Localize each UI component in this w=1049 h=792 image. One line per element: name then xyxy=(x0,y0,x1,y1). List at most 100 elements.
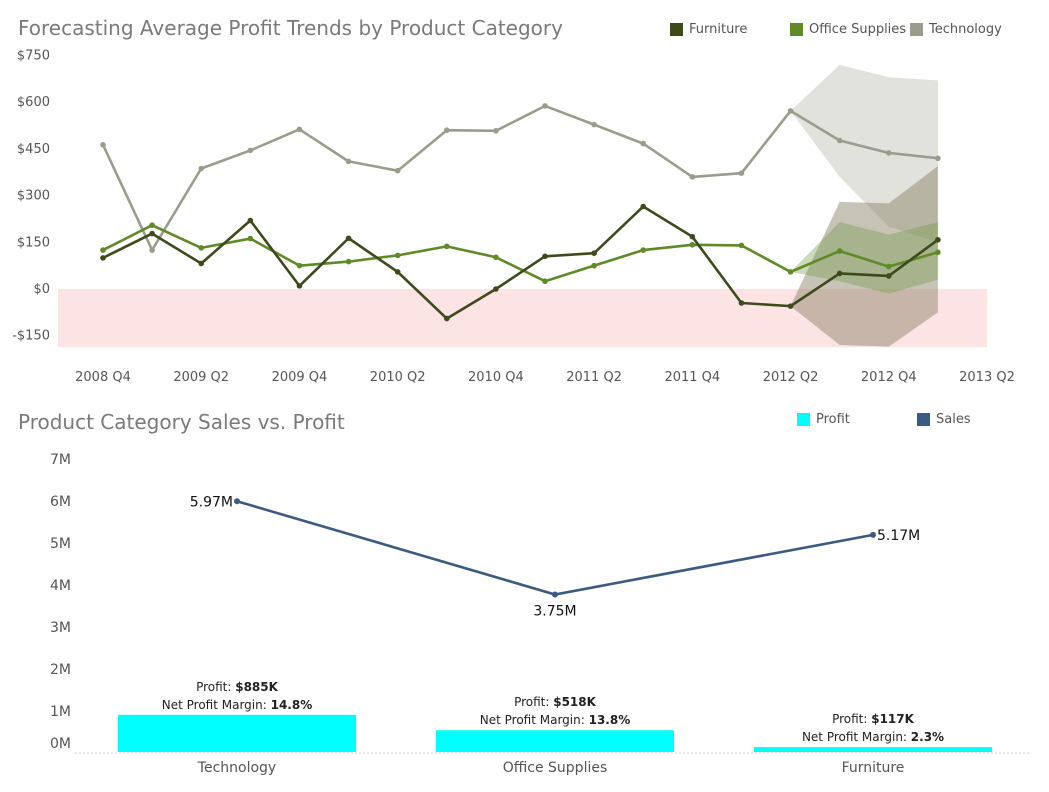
profit-value-label: Profit: $117K xyxy=(832,712,915,726)
point-furniture xyxy=(689,233,696,240)
point-technology xyxy=(542,103,548,109)
point-technology xyxy=(689,174,696,180)
point-office-supplies xyxy=(591,262,597,269)
sales-data-label: 3.75M xyxy=(533,604,576,620)
category-label: Furniture xyxy=(842,760,905,776)
y-tick-label: $300 xyxy=(17,189,50,204)
legend-item-technology: Technology xyxy=(910,22,1002,37)
point-office-supplies xyxy=(542,278,548,285)
point-office-supplies xyxy=(100,247,106,253)
point-technology xyxy=(885,150,892,156)
legend-item-profit: Profit xyxy=(797,412,850,427)
point-office-supplies xyxy=(149,222,155,228)
point-technology xyxy=(296,126,303,133)
point-office-supplies xyxy=(738,242,745,249)
x-tick-label: 2013 Q2 xyxy=(959,370,1015,385)
legend-label-furniture: Furniture xyxy=(689,22,748,37)
point-technology xyxy=(935,155,941,162)
x-tick-label: 2008 Q4 xyxy=(75,370,131,385)
sales-data-label: 5.97M xyxy=(190,494,233,510)
point-office-supplies xyxy=(198,245,205,251)
point-furniture xyxy=(542,253,548,260)
point-technology xyxy=(836,137,843,144)
category-label: Office Supplies xyxy=(503,760,608,776)
legend-label-sales: Sales xyxy=(936,412,971,427)
point-furniture xyxy=(296,283,303,289)
series-line-office-supplies xyxy=(102,223,939,283)
y-tick-label: -$150 xyxy=(12,329,50,344)
point-office-supplies xyxy=(394,252,401,259)
point-furniture xyxy=(640,203,647,210)
legend-label-technology: Technology xyxy=(929,22,1002,37)
point-technology xyxy=(443,127,450,134)
x-tick-label: 2012 Q2 xyxy=(763,370,819,385)
point-furniture xyxy=(738,300,745,306)
point-office-supplies xyxy=(885,263,892,270)
y-tick-label: 4M xyxy=(50,578,71,594)
profit-bar-office-supplies xyxy=(436,730,674,752)
point-technology xyxy=(394,167,401,174)
y-tick-label: $450 xyxy=(17,142,50,157)
sales-point-technology xyxy=(234,498,240,505)
sales-point-office-supplies xyxy=(552,591,558,598)
net-profit-margin-label: Net Profit Margin: 13.8% xyxy=(480,713,630,727)
legend-item-furniture: Furniture xyxy=(670,22,747,37)
point-technology xyxy=(198,165,205,172)
point-office-supplies xyxy=(493,254,499,261)
x-tick-label: 2009 Q2 xyxy=(173,370,229,385)
sales-data-label: 5.17M xyxy=(877,528,920,544)
legend-item-sales: Sales xyxy=(917,412,971,427)
forecast-band-furniture xyxy=(790,166,938,347)
y-tick-label: 5M xyxy=(50,536,71,552)
point-technology xyxy=(640,140,647,147)
y-tick-label: 2M xyxy=(50,662,71,678)
legend-item-office-supplies: Office Supplies xyxy=(790,22,906,37)
point-technology xyxy=(247,147,254,154)
point-office-supplies xyxy=(296,262,303,269)
y-tick-label: 7M xyxy=(50,452,71,468)
profit-bar-furniture xyxy=(754,747,992,752)
point-furniture xyxy=(836,270,843,277)
point-furniture xyxy=(100,255,106,261)
legend-label-profit: Profit xyxy=(816,412,850,427)
legend-swatch-sales xyxy=(917,413,930,426)
profit-value-label: Profit: $885K xyxy=(196,680,279,694)
point-office-supplies xyxy=(345,258,352,265)
chart-title-sales-vs-profit: Product Category Sales vs. Profit xyxy=(18,410,345,434)
x-tick-label: 2010 Q4 xyxy=(468,370,524,385)
point-furniture xyxy=(885,273,892,279)
sales-point-furniture xyxy=(870,531,876,538)
y-tick-label: 1M xyxy=(50,704,71,720)
net-profit-margin-label: Net Profit Margin: 14.8% xyxy=(162,698,312,712)
y-tick-label: $750 xyxy=(17,49,50,64)
point-furniture xyxy=(591,250,597,256)
legend-swatch-furniture xyxy=(670,23,683,36)
profit-trends-chart: -$150 $0 $150 $300 $450 $600 $750 2008 Q4 2009 Q… xyxy=(12,49,1015,386)
point-technology xyxy=(345,158,352,165)
point-technology xyxy=(738,170,745,176)
point-technology xyxy=(493,128,499,134)
net-profit-margin-label: Net Profit Margin: 2.3% xyxy=(802,730,944,744)
point-office-supplies xyxy=(836,248,843,254)
forecast-band-technology xyxy=(790,64,938,243)
point-technology xyxy=(149,247,155,253)
point-technology xyxy=(787,108,794,114)
point-office-supplies xyxy=(247,235,254,242)
point-furniture xyxy=(787,303,794,309)
x-tick-label: 2011 Q4 xyxy=(664,370,720,385)
category-label: Technology xyxy=(197,760,276,776)
x-tick-label: 2010 Q2 xyxy=(370,370,426,385)
point-technology xyxy=(100,142,106,148)
point-furniture xyxy=(493,286,499,292)
negative-profit-region xyxy=(58,289,987,348)
y-tick-label: $150 xyxy=(17,235,50,250)
point-office-supplies xyxy=(443,243,450,250)
point-furniture xyxy=(935,237,941,243)
y-tick-label: 6M xyxy=(50,494,71,510)
point-office-supplies xyxy=(787,269,794,275)
point-office-supplies xyxy=(935,249,941,256)
profit-value-label: Profit: $518K xyxy=(514,695,597,709)
point-furniture xyxy=(149,230,155,237)
x-tick-label: 2011 Q2 xyxy=(566,370,622,385)
point-furniture xyxy=(345,235,352,242)
